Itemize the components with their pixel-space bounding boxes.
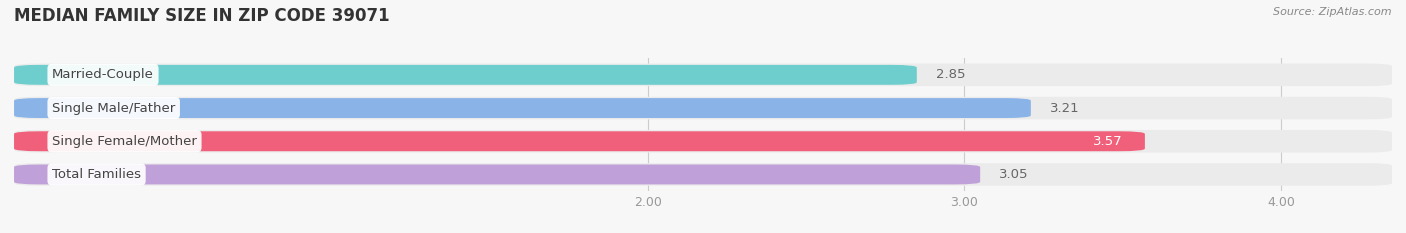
FancyBboxPatch shape (14, 97, 1392, 119)
Text: 3.57: 3.57 (1092, 135, 1123, 148)
Text: 2.85: 2.85 (936, 68, 966, 81)
Text: Married-Couple: Married-Couple (52, 68, 153, 81)
Text: Single Female/Mother: Single Female/Mother (52, 135, 197, 148)
FancyBboxPatch shape (14, 131, 1144, 151)
FancyBboxPatch shape (14, 98, 1031, 118)
Text: MEDIAN FAMILY SIZE IN ZIP CODE 39071: MEDIAN FAMILY SIZE IN ZIP CODE 39071 (14, 7, 389, 25)
FancyBboxPatch shape (14, 163, 1392, 186)
Text: Single Male/Father: Single Male/Father (52, 102, 176, 115)
FancyBboxPatch shape (14, 64, 1392, 86)
Text: Source: ZipAtlas.com: Source: ZipAtlas.com (1274, 7, 1392, 17)
FancyBboxPatch shape (14, 164, 980, 185)
FancyBboxPatch shape (14, 65, 917, 85)
Text: Total Families: Total Families (52, 168, 141, 181)
Text: 3.21: 3.21 (1050, 102, 1080, 115)
Text: 3.05: 3.05 (1000, 168, 1029, 181)
FancyBboxPatch shape (14, 130, 1392, 153)
